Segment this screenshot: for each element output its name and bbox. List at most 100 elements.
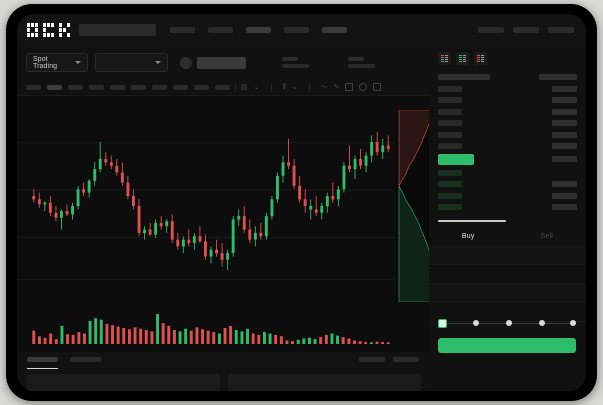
okx-logo-icon[interactable]: [27, 23, 70, 37]
search-input[interactable]: [79, 24, 156, 36]
slider-step-100[interactable]: [570, 320, 576, 326]
orderbook-ask-row[interactable]: [438, 108, 577, 116]
orderbook-ask-row[interactable]: [438, 119, 577, 127]
slider-step-50[interactable]: [506, 320, 512, 326]
timeframe-9[interactable]: [194, 84, 209, 90]
timeframe-8[interactable]: [173, 84, 188, 90]
orderbook-ask-row[interactable]: [438, 96, 577, 104]
orderbook-mode-both-icon[interactable]: [438, 52, 451, 65]
bid-price: [438, 169, 462, 176]
last-price-highlight: [438, 153, 474, 165]
timeframe-3[interactable]: [68, 84, 83, 90]
timeframe-4[interactable]: [89, 84, 104, 90]
chevron-down-icon[interactable]: ⌄: [291, 83, 298, 91]
ask-size: [552, 85, 577, 92]
volume-chart: [17, 304, 429, 352]
timeframe-2[interactable]: [47, 84, 62, 90]
candle-series: [32, 132, 390, 270]
coin-avatar: [180, 56, 192, 69]
nav-item-2[interactable]: [208, 27, 233, 33]
orderbook-scrollbar[interactable]: [438, 220, 506, 222]
tab-sell[interactable]: Sell: [540, 232, 553, 240]
edit-pencil-icon[interactable]: ✎: [333, 83, 340, 91]
chevron-down-icon: [155, 61, 161, 64]
timeframe-group: [26, 84, 230, 90]
orderbook-sidebar: Buy Sell: [429, 46, 586, 391]
orders-card-2[interactable]: [228, 374, 421, 391]
orderbook-bid-row[interactable]: [438, 169, 577, 177]
orderbook-ask-row[interactable]: [438, 142, 577, 150]
header-action-3[interactable]: [548, 27, 574, 33]
candle-type-icon[interactable]: ▥: [241, 83, 248, 91]
orderbook-col-size: [539, 74, 577, 80]
ask-price: [438, 97, 462, 103]
trading-mode-label: Spot Trading: [33, 55, 58, 70]
trading-mode-selector[interactable]: Spot Trading: [26, 53, 88, 72]
orderbook[interactable]: [429, 70, 586, 211]
order-field-price[interactable]: [429, 265, 586, 284]
stat-value: [348, 64, 375, 68]
chevron-down-icon[interactable]: ⌄: [253, 83, 260, 91]
nav-item-4[interactable]: [284, 27, 309, 33]
app-screen: Spot Trading: [17, 14, 586, 391]
bid-size: [552, 170, 577, 176]
stat-label: [348, 57, 364, 61]
ask-price: [438, 108, 462, 115]
indicator-icon[interactable]: ⫼: [282, 83, 286, 91]
orderbook-col-price: [438, 74, 490, 80]
orderbook-bid-row[interactable]: [438, 192, 577, 200]
header-actions: [478, 27, 574, 33]
camera-icon[interactable]: [345, 83, 354, 91]
nav-item-5[interactable]: [322, 27, 347, 33]
slider-step-25[interactable]: [473, 320, 479, 326]
slider-step-75[interactable]: [539, 320, 545, 326]
price-chart[interactable]: [17, 96, 429, 304]
top-header: [17, 14, 586, 46]
chart-tool-icons: ▥ ⌄ ⫼ ⌄ 〜 ✎: [241, 82, 382, 92]
ask-size: [552, 131, 577, 138]
fullscreen-icon[interactable]: [373, 83, 382, 91]
ask-price: [438, 131, 462, 138]
timeframe-5[interactable]: [110, 84, 125, 90]
orders-tabs: [17, 352, 429, 367]
tab-order-history[interactable]: [70, 357, 101, 362]
tab-buy[interactable]: Buy: [461, 232, 475, 240]
orderbook-last-price-row: [438, 153, 577, 165]
orders-card-1[interactable]: [27, 374, 220, 391]
tab-open-orders[interactable]: [27, 357, 58, 362]
submit-order-button[interactable]: [438, 338, 576, 353]
nav-item-1[interactable]: [170, 27, 195, 33]
orderbook-bid-row[interactable]: [438, 203, 577, 211]
header-action-1[interactable]: [478, 27, 504, 33]
orders-filter-1[interactable]: [359, 357, 385, 362]
orderbook-mode-bids-only-icon[interactable]: [456, 52, 469, 65]
volume-svg: [32, 314, 390, 344]
order-field-type[interactable]: [429, 246, 586, 265]
header-action-2[interactable]: [513, 27, 539, 33]
settings-icon[interactable]: [359, 83, 368, 91]
orderbook-header-row: [438, 73, 577, 81]
amount-slider[interactable]: [438, 319, 576, 329]
stat-item-2: [348, 57, 375, 68]
orderbook-ask-row[interactable]: [438, 85, 577, 93]
order-field-amount[interactable]: [429, 284, 586, 303]
nav-item-3[interactable]: [246, 27, 271, 33]
last-price-block: [180, 56, 246, 69]
order-form: [429, 246, 586, 322]
timeframe-7[interactable]: [152, 84, 167, 90]
orderbook-mode-asks-only-icon[interactable]: [474, 52, 487, 65]
line-chart-icon[interactable]: 〜: [320, 83, 328, 91]
bid-size: [552, 204, 577, 210]
timeframe-10[interactable]: [215, 84, 230, 90]
slider-handle[interactable]: [438, 319, 447, 328]
orderbook-bid-row[interactable]: [438, 180, 577, 188]
timeframe-1[interactable]: [26, 84, 41, 90]
orderbook-ask-row[interactable]: [438, 131, 577, 139]
bid-price: [438, 181, 462, 187]
orders-filter-2[interactable]: [393, 357, 419, 362]
last-price-value: [197, 56, 246, 69]
divider: [235, 82, 236, 92]
ask-price: [438, 143, 462, 149]
pair-selector[interactable]: [95, 53, 168, 72]
timeframe-6[interactable]: [131, 84, 146, 90]
